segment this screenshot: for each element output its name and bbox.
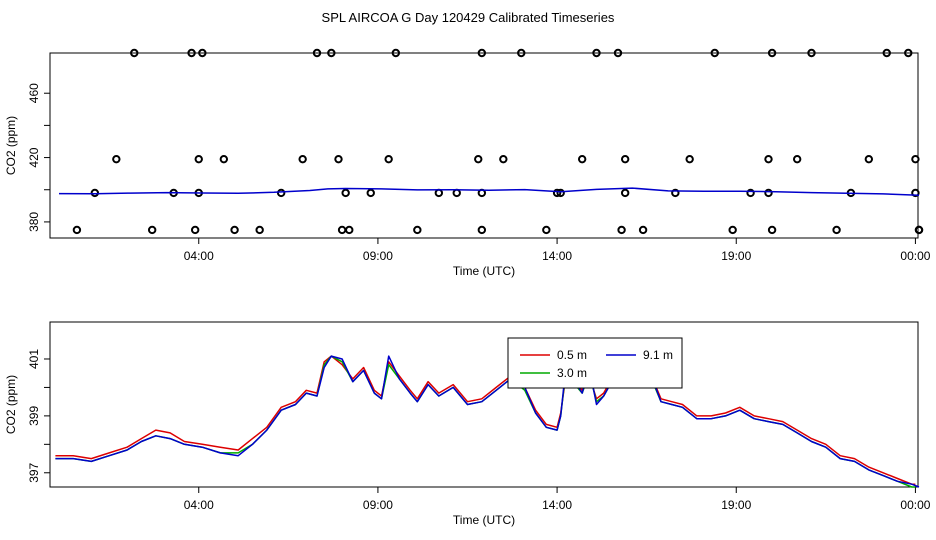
raw-data-point: [334, 154, 343, 164]
raw-data-point: [620, 188, 630, 198]
series-line-0-5-m: [55, 352, 916, 485]
raw-data-point: [499, 154, 508, 164]
x-axis-label: Time (UTC): [453, 513, 515, 527]
y-tick-label: 397: [27, 462, 41, 482]
raw-data-point: [474, 154, 483, 164]
plot-frame: [49, 52, 919, 239]
raw-data-point: [552, 188, 562, 198]
raw-data-point: [341, 188, 350, 198]
y-tick-label: 401: [27, 349, 41, 369]
raw-data-point: [728, 225, 737, 235]
legend-label: 0.5 m: [557, 348, 587, 362]
x-tick-label: 09:00: [363, 249, 393, 263]
raw-data-point: [130, 48, 139, 58]
raw-data-point: [685, 154, 694, 164]
raw-data-point: [345, 225, 354, 235]
x-tick-label: 19:00: [721, 498, 751, 512]
raw-data-point: [617, 225, 626, 235]
raw-data-point: [276, 188, 286, 198]
legend-label: 3.0 m: [557, 366, 587, 380]
x-tick-label: 00:00: [900, 249, 930, 263]
bottom-panel-chart: 04:00 09:00 14:00 19:00 00:00 Time (UTC) 397 39…: [4, 321, 931, 527]
raw-data-point: [638, 225, 648, 235]
raw-data-point: [477, 48, 487, 58]
raw-data-point: [517, 48, 526, 58]
y-axis-label: CO2 (ppm): [4, 116, 18, 175]
x-tick-label: 14:00: [542, 249, 572, 263]
y-tick-label: 420: [27, 147, 41, 167]
y-tick-label: 399: [27, 406, 41, 426]
x-tick-label: 09:00: [363, 498, 393, 512]
raw-data-point: [198, 48, 207, 58]
raw-data-point: [187, 48, 196, 58]
raw-data-point: [190, 225, 200, 235]
raw-data-point: [312, 48, 322, 58]
series-line: [58, 187, 920, 196]
raw-data-point: [337, 225, 347, 235]
raw-data-point: [911, 188, 920, 198]
raw-data-point: [832, 225, 841, 235]
raw-data-point: [710, 48, 719, 58]
series-line-9-1-m: [55, 338, 920, 488]
raw-data-point: [807, 48, 816, 58]
raw-data-point: [542, 225, 551, 235]
y-axis-label: CO2 (ppm): [4, 375, 18, 434]
y-tick-label: 460: [27, 83, 41, 103]
x-tick-label: 19:00: [721, 249, 751, 263]
x-axis-label: Time (UTC): [453, 264, 515, 278]
raw-data-point: [767, 225, 777, 235]
raw-data-point: [112, 154, 121, 164]
raw-data-point: [764, 188, 773, 198]
raw-data-point: [577, 154, 587, 164]
raw-data-point: [366, 188, 375, 198]
raw-data-point: [911, 154, 920, 164]
x-tick-label: 04:00: [184, 498, 214, 512]
plot-frame: [49, 321, 919, 488]
x-tick-label: 14:00: [542, 498, 572, 512]
raw-data-point: [327, 48, 336, 58]
raw-data-point: [904, 48, 913, 58]
raw-data-point: [613, 48, 623, 58]
raw-data-point: [255, 225, 264, 235]
x-tick-label: 00:00: [900, 498, 930, 512]
raw-data-point: [746, 188, 755, 198]
raw-data-point: [882, 48, 891, 58]
y-tick-label: 380: [27, 212, 41, 232]
legend-box: [507, 337, 683, 389]
raw-data-point: [620, 154, 630, 164]
raw-data-point: [230, 225, 239, 235]
legend: 0.5 m 9.1 m 3.0 m: [507, 337, 683, 389]
raw-data-point: [792, 154, 802, 164]
series-line-3-0-m: [55, 346, 916, 488]
raw-data-point: [413, 225, 422, 235]
raw-data-point: [391, 48, 401, 58]
raw-data-point: [72, 225, 82, 235]
raw-data-point: [452, 188, 461, 198]
raw-data-point: [556, 188, 565, 198]
x-tick-label: 04:00: [184, 249, 214, 263]
raw-data-point: [864, 154, 874, 164]
raw-data-point: [219, 154, 229, 164]
raw-data-point: [914, 225, 924, 235]
raw-data-point: [764, 154, 773, 164]
raw-data-point: [194, 154, 203, 164]
raw-data-point: [298, 154, 307, 164]
figure-title: SPL AIRCOA G Day 120429 Calibrated Times…: [322, 10, 615, 25]
raw-data-point: [384, 154, 393, 164]
raw-data-point: [477, 225, 487, 235]
legend-label: 9.1 m: [643, 348, 673, 362]
raw-data-point: [90, 188, 100, 198]
raw-data-point: [671, 188, 680, 198]
raw-data-point: [147, 225, 157, 235]
top-panel-chart: 04:00 09:00 14:00 19:00 00:00 Time (UTC) 380 42…: [4, 48, 931, 278]
raw-data-point: [767, 48, 777, 58]
raw-data-point: [434, 188, 444, 198]
raw-data-point: [592, 48, 601, 58]
